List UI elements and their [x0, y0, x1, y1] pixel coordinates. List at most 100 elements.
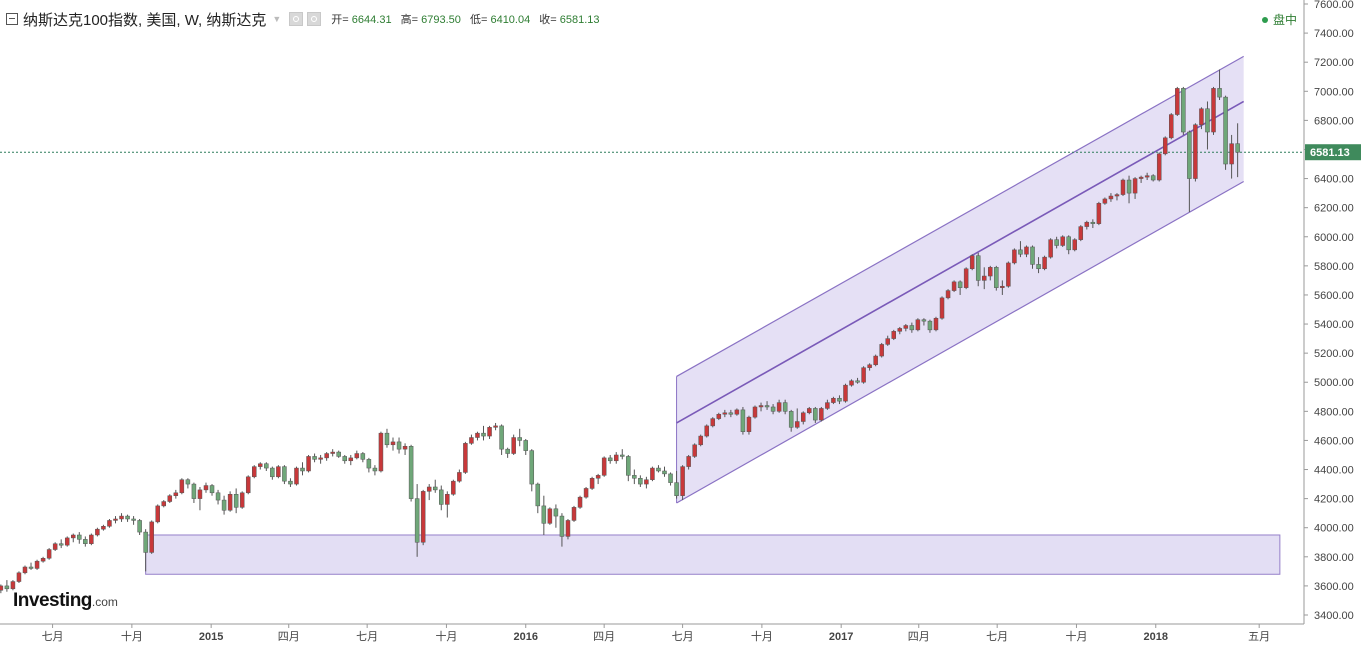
- candle-body: [843, 384, 848, 402]
- ohlc-readout: 开= 6644.31 高= 6793.50 低= 6410.04 收= 6581…: [331, 11, 605, 27]
- candle-body: [559, 515, 565, 537]
- candle-body: [963, 268, 969, 288]
- candle-body: [101, 526, 106, 530]
- candle-body: [867, 364, 872, 368]
- candle-body: [366, 459, 372, 469]
- candle-body: [270, 467, 275, 478]
- candle-body: [1024, 246, 1029, 255]
- x-tick-label: 2016: [513, 631, 537, 643]
- candle-body: [909, 325, 915, 331]
- logo-text: Investing: [13, 590, 92, 611]
- candle-body: [674, 482, 679, 496]
- candle-body: [390, 441, 396, 446]
- candle-body: [475, 432, 480, 438]
- candle-body: [312, 456, 317, 460]
- candle-body: [770, 406, 776, 412]
- candle-body: [40, 558, 46, 562]
- candle-body: [620, 454, 625, 457]
- candle-body: [372, 467, 378, 472]
- collapse-icon[interactable]: [6, 13, 18, 25]
- candle-body: [632, 475, 637, 479]
- x-tick-label: 七月: [672, 630, 694, 643]
- candle-body: [77, 534, 82, 540]
- close-label: 收=: [539, 14, 557, 26]
- y-tick-label: 4000.00: [1314, 523, 1354, 535]
- candle-body: [957, 281, 963, 288]
- x-tick-label: 四月: [278, 631, 300, 643]
- candle-body: [1150, 175, 1156, 181]
- copy-icon[interactable]: [307, 12, 322, 26]
- candle-body: [945, 290, 951, 299]
- candle-body: [825, 402, 830, 409]
- low-label: 低=: [469, 14, 488, 26]
- candle-body: [650, 467, 655, 480]
- chevron-down-icon[interactable]: ▼: [272, 14, 282, 24]
- candle-body: [276, 466, 281, 478]
- candle-body: [849, 380, 854, 386]
- y-tick-label: 5200.00: [1314, 348, 1354, 360]
- settings-icon[interactable]: [289, 12, 304, 26]
- candle-body: [445, 494, 450, 505]
- candle-body: [336, 451, 341, 457]
- candle-body: [692, 444, 697, 457]
- candle-body: [1030, 246, 1035, 265]
- candle-body: [662, 470, 667, 475]
- candle-body: [451, 480, 456, 495]
- candle-body: [1211, 88, 1216, 133]
- candle-body: [1096, 203, 1102, 224]
- candle-body: [1072, 239, 1077, 251]
- candle-body: [1042, 256, 1047, 270]
- y-tick-label: 3600.00: [1314, 581, 1354, 593]
- channel-mid-line: [676, 100, 1245, 424]
- candle-body: [553, 508, 559, 517]
- market-status: 盘中: [1262, 11, 1297, 28]
- candle-body: [680, 466, 685, 496]
- candle-body: [258, 463, 263, 467]
- candle-body: [354, 453, 360, 459]
- candle-body: [1175, 88, 1180, 115]
- candle-body: [807, 408, 812, 414]
- instrument-title[interactable]: 纳斯达克100指数, 美国, W, 纳斯达克: [23, 11, 267, 29]
- close-value: 6581.13: [559, 14, 600, 26]
- candle-body: [119, 515, 124, 520]
- candle-body: [125, 515, 130, 520]
- candle-body: [402, 445, 408, 450]
- candle-body: [457, 472, 462, 482]
- candle-body: [1060, 236, 1065, 246]
- candle-body: [64, 537, 70, 546]
- open-value: 6644.31: [351, 14, 392, 26]
- candle-body: [505, 448, 510, 454]
- y-tick-label: 6800.00: [1314, 115, 1354, 127]
- channel-lower-line: [676, 180, 1244, 504]
- y-tick-label: 6200.00: [1314, 203, 1354, 215]
- candle-body: [565, 520, 571, 537]
- x-tick-label: 四月: [593, 631, 615, 643]
- candle-body: [463, 443, 468, 473]
- logo-suffix: .com: [91, 595, 118, 609]
- candle-body: [698, 435, 703, 446]
- y-tick-label: 3800.00: [1314, 552, 1354, 564]
- candle-body: [801, 412, 806, 422]
- candle-body: [282, 466, 287, 482]
- candle-body: [885, 338, 890, 345]
- candle-body: [1193, 124, 1198, 179]
- candle-body: [420, 491, 426, 543]
- y-tick-label: 5400.00: [1314, 319, 1354, 331]
- investing-logo: Investing.com: [13, 590, 118, 612]
- candle-body: [426, 486, 432, 492]
- y-tick-label: 4200.00: [1314, 494, 1354, 506]
- candle-body: [95, 528, 100, 536]
- candle-body: [227, 494, 233, 511]
- candle-body: [831, 397, 836, 403]
- candle-body: [1114, 194, 1120, 197]
- candle-body: [607, 457, 613, 462]
- candle-body: [143, 531, 148, 553]
- candle-body: [969, 255, 975, 270]
- candle-body: [179, 479, 185, 494]
- candle-body: [1012, 249, 1017, 264]
- candle-body: [1235, 143, 1240, 153]
- candle-body: [300, 467, 305, 472]
- candle-body: [34, 560, 40, 569]
- candle-body: [4, 585, 10, 590]
